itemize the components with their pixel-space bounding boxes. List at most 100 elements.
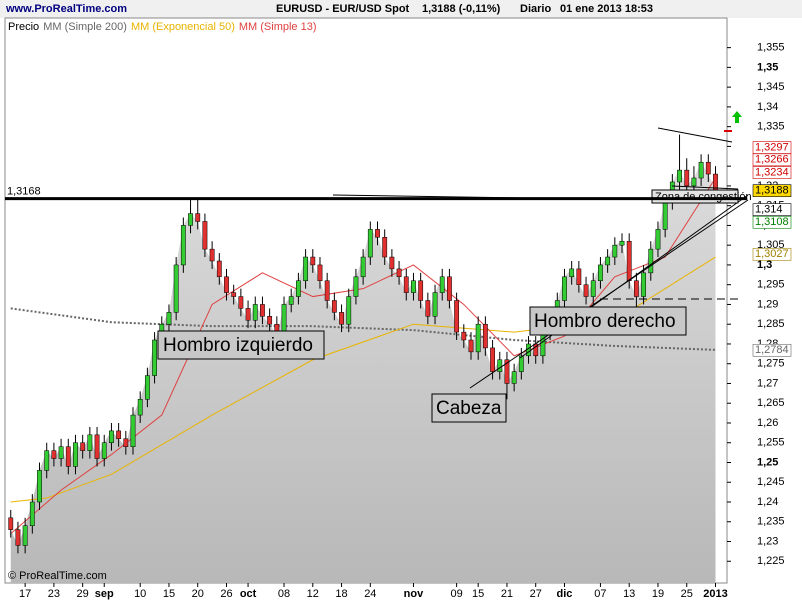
x-tick-label: 20: [192, 588, 204, 600]
candle-body: [705, 161, 711, 175]
candle-body: [331, 300, 337, 313]
y-tick-label: 1,27: [757, 377, 778, 389]
candle-body: [677, 169, 682, 183]
y-tick-label: 1,295: [757, 279, 785, 291]
x-tick-label: 17: [19, 588, 31, 600]
candle-body: [684, 169, 690, 187]
y-tick-label: 1,225: [757, 555, 785, 567]
candle-body: [29, 501, 35, 526]
candle-body: [101, 442, 107, 459]
candle-body: [116, 430, 122, 440]
candle-body: [432, 292, 438, 317]
candle-body: [180, 225, 186, 266]
site: www.ProRealTime.com: [5, 3, 127, 15]
candle-body: [51, 450, 57, 459]
price-tag-label: 1,3188: [755, 185, 789, 197]
candle-body: [411, 280, 416, 293]
candle-body: [123, 438, 129, 447]
price-area: [10, 162, 716, 583]
plot: [8, 134, 718, 583]
candle-body: [166, 312, 172, 325]
candle-body: [8, 517, 14, 530]
candle-body: [418, 280, 424, 301]
candle-body: [188, 213, 193, 226]
y-tick-label: 1,24: [757, 496, 778, 508]
candle-body: [367, 229, 373, 258]
annotation-box: [529, 306, 687, 336]
candle-body: [80, 442, 86, 451]
candle-body: [109, 430, 114, 443]
annotation: Hombro derecho: [534, 311, 676, 332]
y-tick-label: 1,245: [757, 476, 785, 488]
candle-body: [475, 323, 481, 353]
candle-body: [15, 529, 21, 546]
candle-body: [691, 177, 697, 187]
legend: Precio MM (Simple 200) MM (Exponencial 50)…: [8, 21, 317, 33]
x-tick-label: 26: [220, 588, 232, 600]
x-tick-label: 25: [681, 588, 693, 600]
candle-body: [626, 240, 632, 281]
y-tick-label: 1,35: [757, 61, 778, 73]
candle-body: [22, 525, 28, 546]
candle-body: [137, 399, 143, 416]
price-tag: [752, 153, 792, 167]
candle-body: [396, 268, 402, 278]
candle-body: [511, 371, 517, 384]
candle-body: [339, 312, 344, 325]
candle-body: [605, 256, 611, 266]
legend-entry: Precio: [8, 21, 39, 33]
x-tick-label: nov: [404, 588, 424, 600]
y-tick-label: 1,34: [757, 101, 778, 113]
annotation: Cabeza: [436, 398, 502, 419]
candle-body: [504, 359, 510, 384]
trend-line: [657, 127, 733, 143]
candle-body: [698, 161, 704, 179]
x-tick-label: 15: [472, 588, 484, 600]
candle-body: [497, 359, 503, 372]
y-tick-label: 1,265: [757, 397, 785, 409]
candle-body: [303, 256, 309, 281]
candle-body: [260, 304, 265, 317]
candle-body: [231, 292, 237, 297]
annotation-box: [431, 393, 507, 423]
datetime: 01 ene 2013 18:53: [560, 3, 653, 15]
candle-body: [590, 280, 596, 297]
candle-body: [130, 414, 136, 447]
price-tag-label: 1,3266: [755, 154, 789, 166]
x-tick-label: sep: [95, 588, 114, 600]
candle-body: [209, 248, 215, 262]
legend-entry: MM (Simple 13): [239, 21, 317, 33]
y-tick-label: 1,255: [757, 437, 785, 449]
price-tag-label: 1,3234: [755, 166, 789, 178]
y-tick-label: 1,23: [757, 535, 778, 547]
period: Diario: [520, 3, 551, 15]
candle-body: [655, 229, 661, 250]
x-tick-label: 18: [335, 588, 347, 600]
candle-body: [245, 308, 251, 321]
annotation: Zona de congestión: [655, 191, 752, 203]
candle-body: [317, 264, 323, 281]
candle-body: [518, 355, 524, 372]
y-tick-label: 1,275: [757, 358, 785, 370]
x-tick-label: 23: [48, 588, 60, 600]
y-tick-label: 1,26: [757, 417, 778, 429]
y-tick-label: 1,25: [757, 456, 778, 468]
candle-body: [583, 284, 589, 297]
x-tick-label: 12: [307, 588, 319, 600]
price-tag-label: 1,314: [755, 204, 783, 216]
candle-body: [238, 296, 244, 309]
candle-body: [562, 276, 567, 301]
candle-body: [389, 256, 395, 270]
y-tick-label: 1,235: [757, 516, 785, 528]
candle-body: [37, 470, 42, 503]
x-tick-label: 19: [652, 588, 664, 600]
candle-body: [144, 375, 150, 400]
annotation-box: [157, 330, 325, 360]
candle-body: [648, 248, 654, 274]
price-tag: [752, 184, 792, 197]
legend-entry: MM (Exponencial 50): [131, 21, 235, 33]
candle-body: [295, 280, 301, 297]
y-tick-label: 1,285: [757, 318, 785, 330]
x-tick-label: 13: [623, 588, 635, 600]
price-tag-label: 1,3297: [755, 142, 789, 154]
